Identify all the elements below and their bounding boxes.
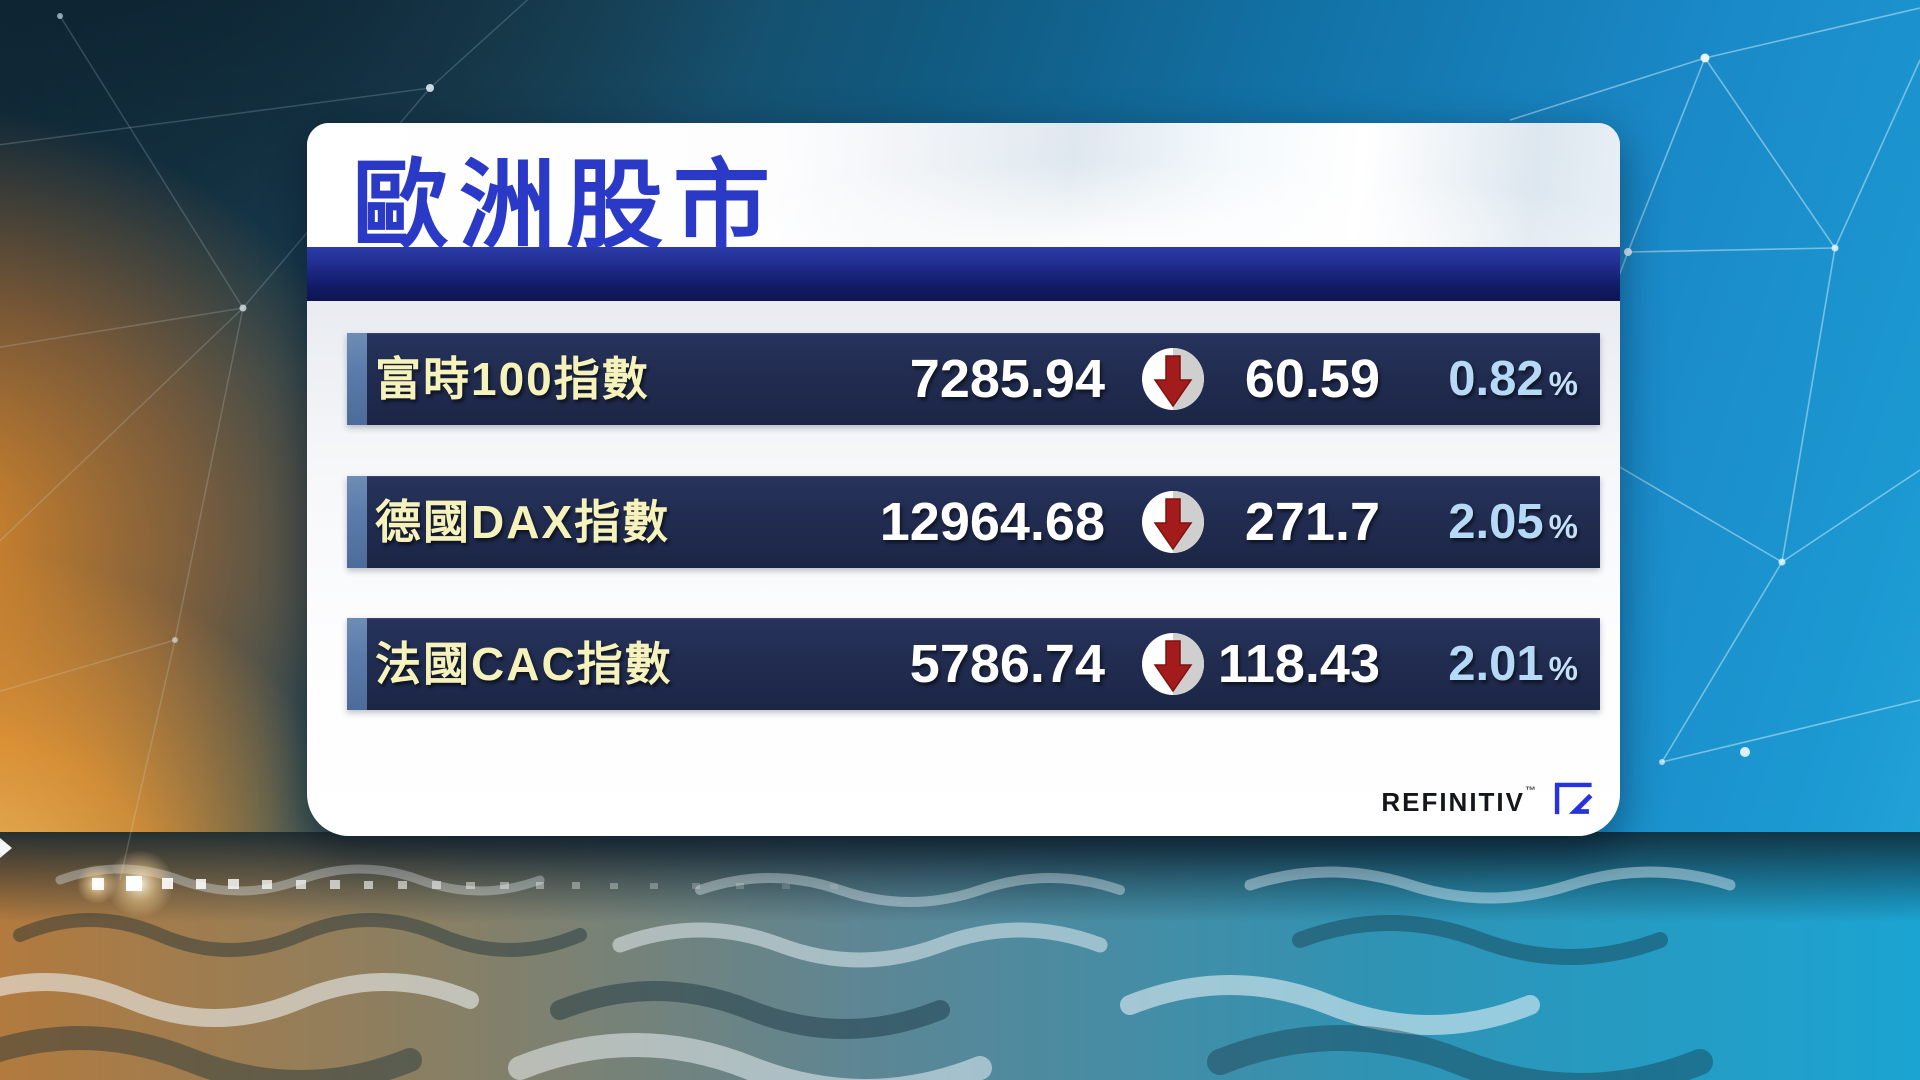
percent-value: 0.82 [1448, 352, 1544, 406]
down-arrow-circle-icon [1140, 489, 1206, 555]
market-panel: 歐洲股市 富時100指數 7285.94 60.59 0.82% 德國DAX指數… [307, 123, 1620, 836]
refinitiv-arrow-mark-icon [1550, 777, 1596, 828]
percent-value: 2.05 [1448, 495, 1544, 549]
index-percent: 0.82% [1448, 333, 1578, 430]
row-accent-bar [347, 476, 367, 568]
row-accent-bar [347, 618, 367, 710]
mesh-left [0, 0, 529, 881]
index-change: 60.59 [1244, 349, 1380, 409]
index-last-price: 12964.68 [879, 492, 1105, 552]
percent-sign: % [1548, 508, 1578, 545]
index-last-price: 7285.94 [909, 349, 1105, 409]
title-underline-bar [307, 247, 1620, 301]
row-accent-bar [347, 333, 367, 425]
index-last-price: 5786.74 [909, 634, 1105, 694]
data-source-attribution: REFINITIV™ [1381, 776, 1596, 828]
table-row-ftse100: 富時100指數 7285.94 60.59 0.82% [347, 333, 1600, 425]
percent-value: 2.01 [1448, 637, 1544, 691]
table-row-cac: 法國CAC指數 5786.74 118.43 2.01% [347, 618, 1600, 710]
index-name: 富時100指數 [375, 353, 650, 405]
down-arrow-circle-icon [1140, 346, 1206, 412]
index-percent: 2.05% [1448, 476, 1578, 573]
trademark-symbol: ™ [1525, 784, 1538, 797]
down-arrow-circle-icon [1140, 631, 1206, 697]
percent-sign: % [1548, 650, 1578, 687]
percent-sign: % [1548, 365, 1578, 402]
index-name: 法國CAC指數 [375, 638, 673, 690]
index-name: 德國DAX指數 [375, 496, 671, 548]
index-change: 271.7 [1244, 492, 1380, 552]
wave-ribbons [0, 864, 1736, 1080]
mesh-left-dots [57, 13, 434, 643]
page-title: 歐洲股市 [352, 151, 780, 260]
panel-header: 歐洲股市 [307, 123, 1620, 260]
index-change: 118.43 [1217, 634, 1380, 694]
table-row-dax: 德國DAX指數 12964.68 271.7 2.05% [347, 476, 1600, 568]
index-percent: 2.01% [1448, 618, 1578, 715]
brand-name: REFINITIV™ [1381, 784, 1538, 817]
left-edge-sliver [0, 838, 12, 858]
sparkle-dash-line [77, 850, 838, 918]
